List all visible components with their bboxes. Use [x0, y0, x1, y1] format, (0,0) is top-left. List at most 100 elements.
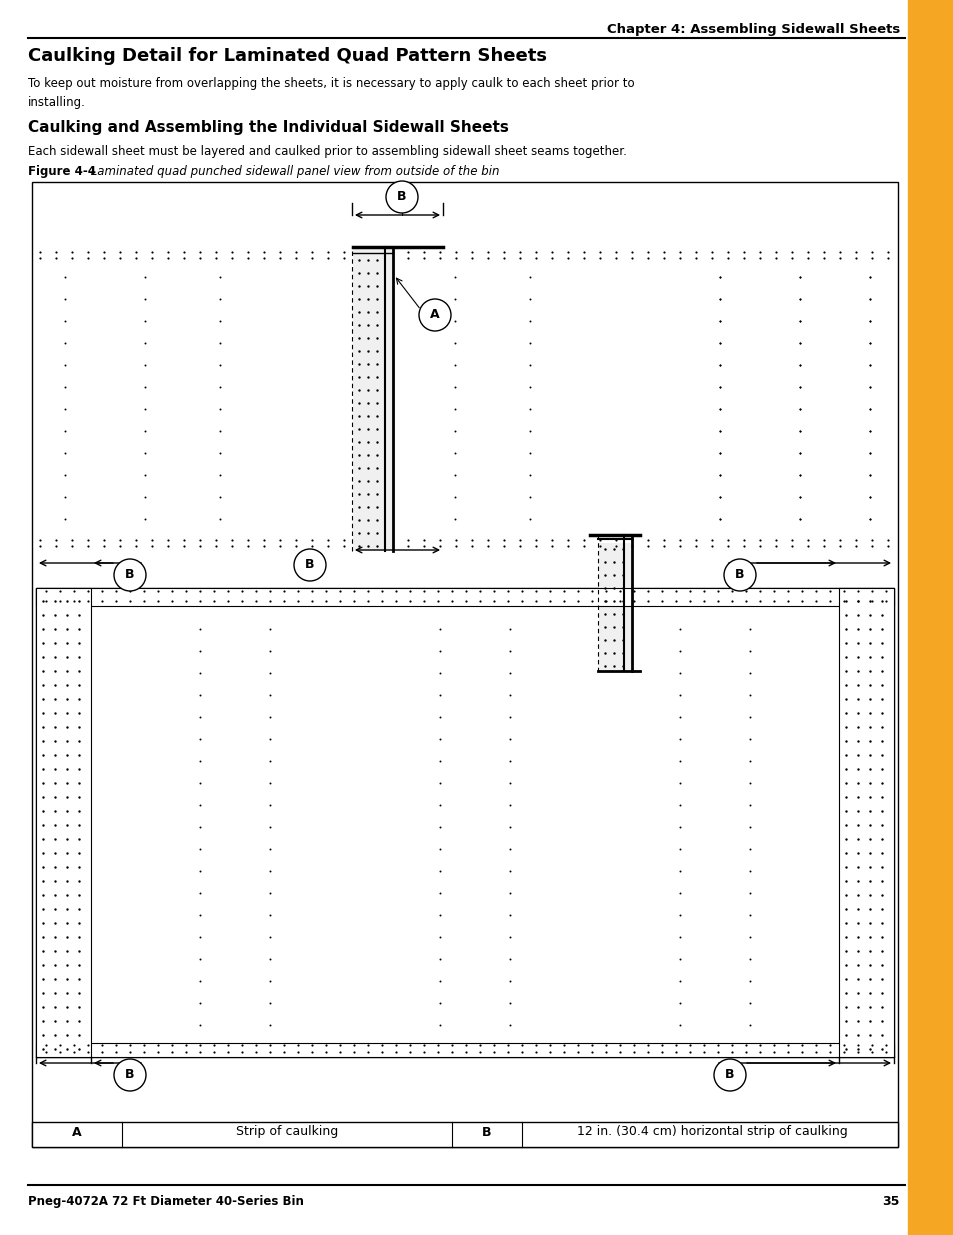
Point	[672, 248, 687, 268]
Point	[807, 582, 822, 601]
Point	[388, 592, 403, 611]
Point	[606, 618, 621, 637]
Point	[206, 592, 221, 611]
Point	[486, 582, 501, 601]
Point	[208, 248, 223, 268]
Point	[502, 971, 517, 990]
Point	[276, 592, 292, 611]
Point	[71, 941, 87, 961]
Point	[712, 267, 727, 287]
Point	[792, 333, 807, 353]
Point	[248, 1042, 263, 1062]
Point	[32, 242, 48, 262]
Point	[838, 787, 853, 806]
Point	[862, 885, 877, 905]
Point	[838, 731, 853, 751]
Point	[783, 530, 799, 550]
Point	[35, 1025, 51, 1045]
Point	[457, 592, 473, 611]
Point	[447, 356, 462, 375]
Point	[838, 913, 853, 932]
Point	[849, 634, 864, 653]
Point	[792, 399, 807, 419]
Point	[35, 997, 51, 1016]
Point	[262, 685, 277, 705]
Point	[430, 1035, 445, 1055]
Point	[320, 530, 335, 550]
Point	[838, 899, 853, 919]
Point	[862, 509, 877, 529]
Point	[193, 248, 208, 268]
Point	[712, 333, 727, 353]
Point	[360, 1035, 375, 1055]
Text: Laminated quad punched sidewall panel view from outside of the bin: Laminated quad punched sidewall panel vi…	[87, 165, 499, 178]
Point	[514, 582, 529, 601]
Point	[612, 582, 627, 601]
Point	[597, 618, 612, 637]
Point	[862, 377, 877, 396]
Point	[849, 647, 864, 667]
Point	[59, 955, 74, 974]
Point	[741, 1015, 757, 1035]
Point	[741, 708, 757, 727]
Point	[862, 289, 877, 309]
Point	[318, 592, 334, 611]
Point	[213, 421, 228, 441]
Point	[656, 242, 671, 262]
Point	[447, 443, 462, 463]
Point	[472, 1042, 487, 1062]
Point	[193, 993, 208, 1013]
Point	[522, 356, 537, 375]
Point	[668, 582, 683, 601]
Point	[137, 399, 152, 419]
Point	[862, 619, 877, 638]
Point	[836, 1035, 851, 1055]
Point	[240, 242, 255, 262]
Point	[351, 458, 366, 478]
Point	[849, 718, 864, 737]
Point	[792, 509, 807, 529]
Point	[741, 927, 757, 947]
Point	[59, 899, 74, 919]
Point	[838, 815, 853, 835]
Point	[849, 829, 864, 848]
Point	[528, 592, 543, 611]
Point	[672, 242, 687, 262]
Point	[318, 1042, 334, 1062]
Point	[57, 443, 72, 463]
Point	[712, 377, 727, 396]
Point	[688, 248, 703, 268]
Point	[874, 647, 889, 667]
Point	[432, 242, 447, 262]
Point	[672, 773, 687, 793]
Point	[874, 1025, 889, 1045]
Point	[351, 303, 366, 322]
Point	[712, 443, 727, 463]
Circle shape	[386, 182, 417, 212]
Point	[862, 509, 877, 529]
Point	[351, 471, 366, 490]
Point	[351, 367, 366, 387]
Point	[193, 641, 208, 661]
Point	[738, 1042, 753, 1062]
Point	[496, 530, 511, 550]
Point	[59, 969, 74, 989]
Point	[59, 634, 74, 653]
Point	[80, 536, 95, 556]
Point	[874, 885, 889, 905]
Point	[71, 1025, 87, 1045]
Point	[290, 1035, 305, 1055]
Point	[240, 248, 255, 268]
Point	[48, 885, 63, 905]
Point	[351, 277, 366, 296]
Point	[528, 248, 543, 268]
Point	[369, 393, 384, 412]
Point	[862, 356, 877, 375]
Point	[71, 661, 87, 680]
Point	[672, 795, 687, 815]
Point	[862, 745, 877, 764]
Point	[332, 1042, 347, 1062]
Bar	[36, 588, 893, 1057]
Point	[52, 582, 68, 601]
Point	[320, 536, 335, 556]
